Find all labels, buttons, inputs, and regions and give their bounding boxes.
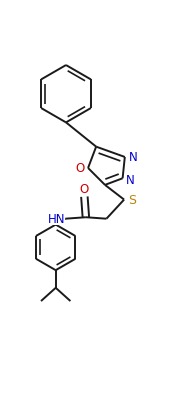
Text: O: O [75,162,85,175]
Text: N: N [126,173,135,186]
Text: N: N [128,151,137,163]
Text: HN: HN [47,212,65,225]
Text: S: S [128,193,136,207]
Text: O: O [79,182,88,196]
